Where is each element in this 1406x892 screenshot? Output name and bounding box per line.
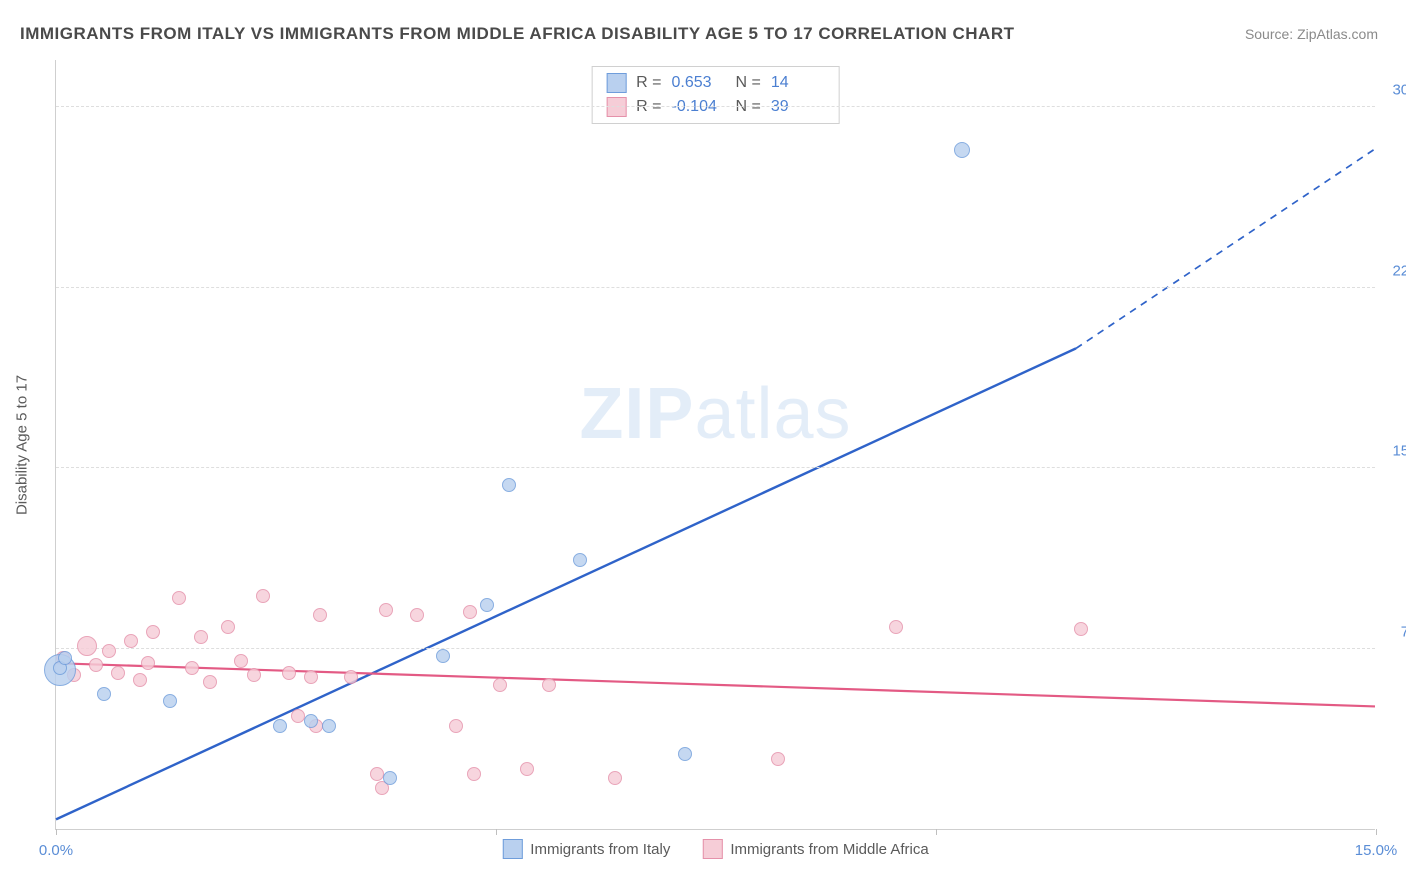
chart-title: IMMIGRANTS FROM ITALY VS IMMIGRANTS FROM… bbox=[20, 24, 1014, 44]
data-point bbox=[234, 654, 248, 668]
data-point bbox=[449, 719, 463, 733]
trend-line bbox=[56, 348, 1076, 819]
x-tick-label: 15.0% bbox=[1355, 842, 1398, 859]
x-tick bbox=[1376, 829, 1377, 835]
data-point bbox=[256, 589, 270, 603]
data-point bbox=[304, 714, 318, 728]
data-point bbox=[221, 620, 235, 634]
chart-source: Source: ZipAtlas.com bbox=[1245, 26, 1378, 42]
bottom-legend-label-africa: Immigrants from Middle Africa bbox=[730, 841, 928, 858]
data-point bbox=[502, 478, 516, 492]
trend-line-extension bbox=[1076, 149, 1375, 348]
data-point bbox=[383, 771, 397, 785]
gridline bbox=[56, 467, 1375, 468]
data-point bbox=[322, 719, 336, 733]
swatch-africa-icon bbox=[702, 839, 722, 859]
y-tick-label: 7.5% bbox=[1401, 623, 1406, 640]
data-point bbox=[542, 678, 556, 692]
bottom-legend-italy: Immigrants from Italy bbox=[502, 839, 670, 859]
data-point bbox=[185, 661, 199, 675]
data-point bbox=[102, 644, 116, 658]
data-point bbox=[1074, 622, 1088, 636]
data-point bbox=[520, 762, 534, 776]
x-tick-label: 0.0% bbox=[39, 842, 73, 859]
bottom-legend-africa: Immigrants from Middle Africa bbox=[702, 839, 928, 859]
data-point bbox=[172, 591, 186, 605]
data-point bbox=[467, 767, 481, 781]
x-tick bbox=[496, 829, 497, 835]
gridline bbox=[56, 106, 1375, 107]
data-point bbox=[194, 630, 208, 644]
data-point bbox=[771, 752, 785, 766]
bottom-legend-label-italy: Immigrants from Italy bbox=[530, 841, 670, 858]
data-point bbox=[163, 694, 177, 708]
chart-area: Disability Age 5 to 17 ZIPatlas R = 0.65… bbox=[55, 60, 1375, 830]
data-point bbox=[89, 658, 103, 672]
data-point bbox=[146, 625, 160, 639]
data-point bbox=[124, 634, 138, 648]
data-point bbox=[493, 678, 507, 692]
data-point bbox=[247, 668, 261, 682]
data-point bbox=[58, 651, 72, 665]
data-point bbox=[282, 666, 296, 680]
data-point bbox=[111, 666, 125, 680]
swatch-italy-icon bbox=[502, 839, 522, 859]
gridline bbox=[56, 287, 1375, 288]
trend-lines bbox=[56, 60, 1375, 829]
y-tick-label: 22.5% bbox=[1392, 262, 1406, 279]
data-point bbox=[608, 771, 622, 785]
data-point bbox=[304, 670, 318, 684]
y-tick-label: 15.0% bbox=[1392, 443, 1406, 460]
data-point bbox=[141, 656, 155, 670]
x-tick bbox=[936, 829, 937, 835]
data-point bbox=[379, 603, 393, 617]
data-point bbox=[954, 142, 970, 158]
data-point bbox=[133, 673, 147, 687]
data-point bbox=[889, 620, 903, 634]
data-point bbox=[678, 747, 692, 761]
data-point bbox=[370, 767, 384, 781]
data-point bbox=[291, 709, 305, 723]
data-point bbox=[573, 553, 587, 567]
data-point bbox=[480, 598, 494, 612]
data-point bbox=[97, 687, 111, 701]
data-point bbox=[463, 605, 477, 619]
data-point bbox=[273, 719, 287, 733]
data-point bbox=[436, 649, 450, 663]
data-point bbox=[344, 670, 358, 684]
data-point bbox=[410, 608, 424, 622]
y-axis-title: Disability Age 5 to 17 bbox=[14, 374, 31, 514]
y-tick-label: 30.0% bbox=[1392, 82, 1406, 99]
bottom-legend: Immigrants from Italy Immigrants from Mi… bbox=[502, 839, 928, 859]
gridline bbox=[56, 648, 1375, 649]
data-point bbox=[77, 636, 97, 656]
data-point bbox=[203, 675, 217, 689]
data-point bbox=[313, 608, 327, 622]
x-tick bbox=[56, 829, 57, 835]
